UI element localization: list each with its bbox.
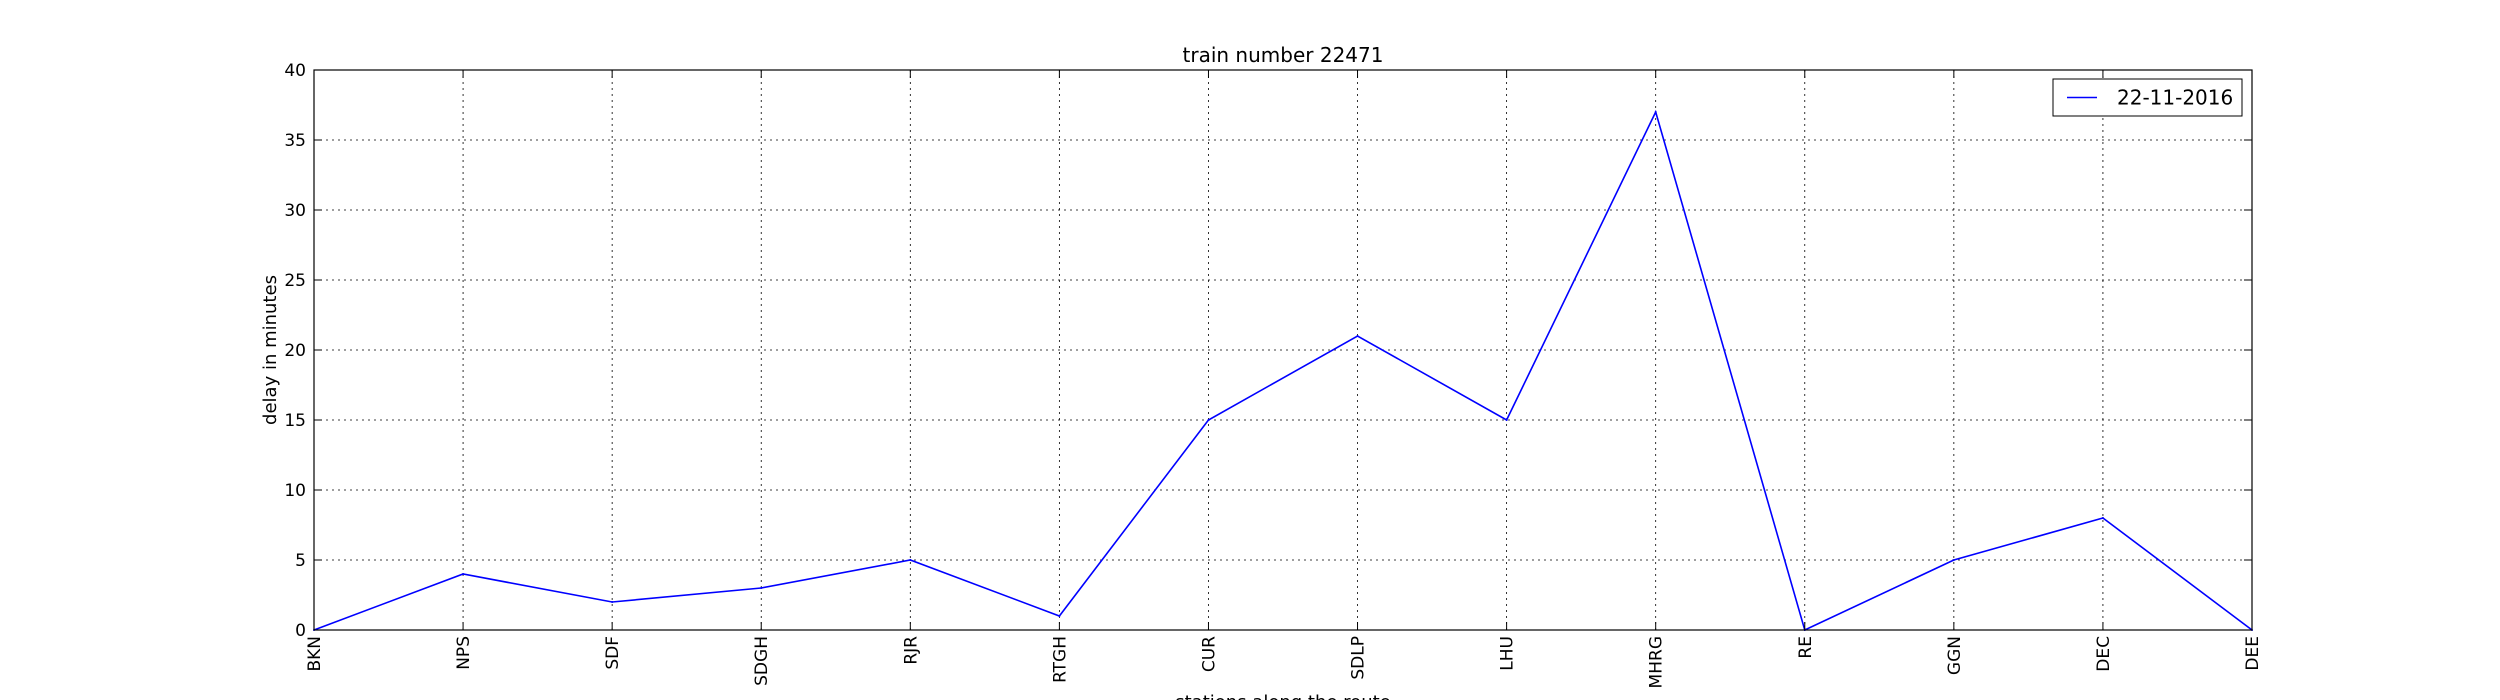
x-tick-label: LHU xyxy=(1498,636,1518,671)
y-tick-label: 40 xyxy=(284,61,306,81)
data-point xyxy=(1654,111,1657,113)
x-tick-label: SDGH xyxy=(752,636,772,686)
x-tick-label: DEE xyxy=(2243,636,2263,671)
y-tick-label: 0 xyxy=(295,621,306,641)
x-tick-label: RE xyxy=(1796,636,1816,659)
y-tick-label: 35 xyxy=(284,131,306,151)
series-line xyxy=(313,109,2253,632)
legend-label: 22-11-2016 xyxy=(2117,86,2233,110)
chart-title: train number 22471 xyxy=(1183,43,1384,67)
axis-ticks: 0 5 10 15 20 25 30 35 40 BKN NPS SDF SDGH RJR RTGH CUR S… xyxy=(284,61,2263,688)
series-lines xyxy=(313,109,2253,632)
grid xyxy=(314,70,2252,630)
y-tick-label: 25 xyxy=(284,271,306,291)
plot-frame xyxy=(313,69,2253,631)
data-point xyxy=(611,601,614,603)
x-tick-label: RJR xyxy=(901,636,921,665)
data-point xyxy=(1952,559,1955,561)
y-tick-label: 20 xyxy=(284,341,306,361)
data-point xyxy=(760,587,763,589)
x-tick-label: MHRG xyxy=(1647,636,1667,688)
x-tick-label: NPS xyxy=(454,636,474,670)
x-tick-label: DEC xyxy=(2094,636,2114,672)
legend: 22-11-2016 xyxy=(2052,78,2243,117)
data-point xyxy=(1356,335,1359,337)
y-tick-label: 15 xyxy=(284,411,306,431)
data-point xyxy=(909,559,912,561)
data-point xyxy=(2101,517,2104,519)
data-point xyxy=(462,573,465,575)
y-axis-title: delay in minutes xyxy=(260,275,281,425)
data-point xyxy=(1058,615,1061,617)
y-tick-label: 30 xyxy=(284,201,306,221)
x-tick-label: CUR xyxy=(1199,636,1219,672)
x-tick-label: GGN xyxy=(1945,636,1965,675)
y-tick-label: 10 xyxy=(284,481,306,501)
x-tick-label: RTGH xyxy=(1050,636,1070,683)
x-tick-label: SDF xyxy=(603,636,623,670)
data-point xyxy=(1505,419,1508,421)
x-tick-label: SDLP xyxy=(1349,636,1369,680)
y-tick-label: 5 xyxy=(295,551,306,571)
x-tick-label: BKN xyxy=(305,636,325,672)
x-axis-title: stations along the route xyxy=(1175,692,1390,700)
data-point xyxy=(1207,419,1210,421)
